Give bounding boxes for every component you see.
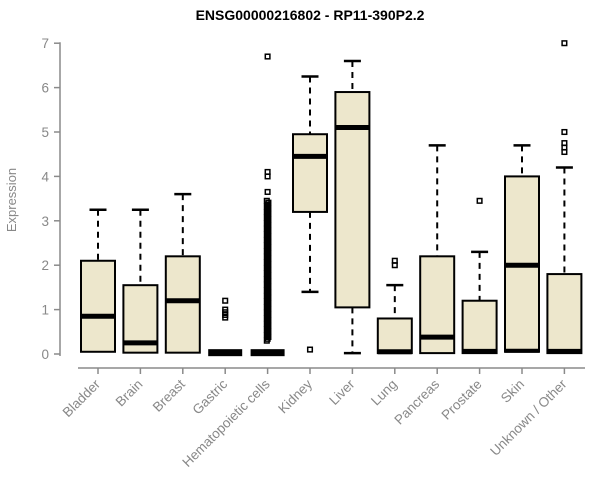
- box-kidney: [292, 133, 328, 213]
- y-tick-label: 4: [41, 169, 49, 184]
- x-tick-label: Prostate: [439, 377, 485, 423]
- collapsed-box-hematopoietic-cells: [250, 349, 285, 357]
- outlier-point: [561, 140, 568, 147]
- box-breast: [164, 255, 201, 354]
- x-tick-label: Kidney: [275, 376, 315, 416]
- y-tick-label: 7: [41, 36, 49, 51]
- box-liver: [334, 91, 371, 309]
- y-axis-label: Expression: [4, 168, 19, 232]
- y-tick-label: 5: [41, 125, 49, 140]
- box-prostate: [461, 299, 498, 355]
- y-tick-label: 1: [41, 303, 49, 318]
- x-tick-label: Liver: [326, 376, 358, 408]
- outlier-point: [391, 257, 398, 264]
- outlier-point: [264, 188, 271, 195]
- outlier-point: [561, 128, 568, 136]
- x-tick-label: Pancreas: [391, 376, 442, 427]
- y-tick-label: 0: [41, 347, 49, 362]
- chart-title: ENSG00000216802 - RP11-390P2.2: [196, 7, 425, 23]
- outlier-point: [264, 53, 271, 60]
- x-tick-label: Unknown / Other: [487, 376, 570, 459]
- outlier-point: [561, 40, 568, 47]
- collapsed-box-gastric: [208, 349, 243, 357]
- y-tick-label: 6: [41, 81, 49, 96]
- outlier-point: [476, 197, 483, 204]
- box-bladder: [80, 259, 116, 353]
- x-tick-label: Breast: [150, 376, 188, 414]
- x-tick-label: Bladder: [60, 376, 104, 420]
- y-tick-label: 2: [41, 258, 49, 273]
- outlier-point: [306, 346, 314, 353]
- x-tick-label: Skin: [498, 377, 527, 406]
- outlier-point: [263, 197, 270, 204]
- x-tick-label: Lung: [368, 377, 400, 409]
- box-unknown-other: [546, 273, 583, 355]
- x-tick-label: Gastric: [189, 376, 230, 417]
- outlier-point: [222, 306, 229, 313]
- outlier-point: [264, 168, 271, 176]
- box-lung: [376, 317, 413, 355]
- outlier-point: [222, 297, 229, 304]
- x-tick-label: Brain: [113, 377, 146, 410]
- y-tick-label: 3: [41, 214, 49, 229]
